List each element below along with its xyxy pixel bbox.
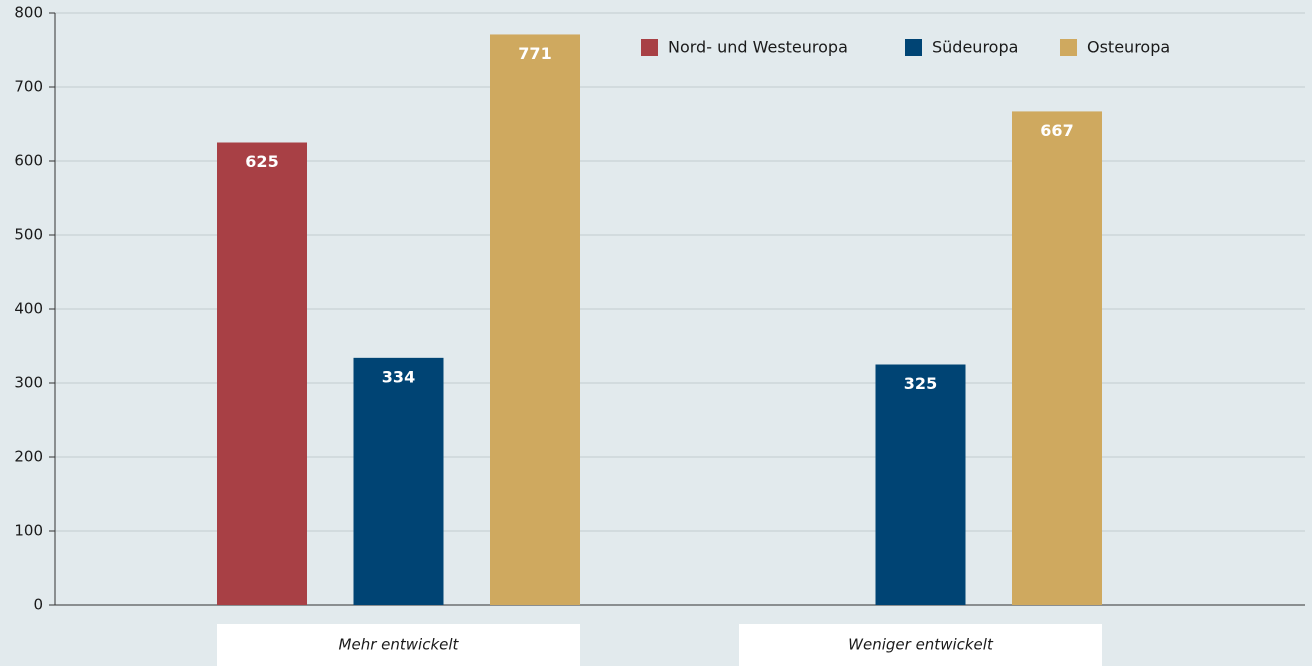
y-tick-label: 400 bbox=[14, 300, 43, 318]
legend-swatch bbox=[905, 39, 922, 56]
value-label: 771 bbox=[518, 44, 551, 63]
category-box bbox=[739, 624, 1102, 666]
y-tick-label: 200 bbox=[14, 448, 43, 466]
legend-swatch bbox=[1060, 39, 1077, 56]
x-tick-label: Mehr entwickelt bbox=[339, 636, 460, 654]
bar bbox=[353, 357, 444, 605]
y-tick-label: 100 bbox=[14, 522, 43, 540]
y-tick-label: 300 bbox=[14, 374, 43, 392]
legend-label: Nord- und Westeuropa bbox=[668, 38, 848, 57]
value-label: 625 bbox=[245, 152, 278, 171]
y-tick-label: 600 bbox=[14, 152, 43, 170]
y-tick-label: 800 bbox=[14, 4, 43, 22]
y-tick-label: 0 bbox=[33, 596, 43, 614]
category-box bbox=[217, 624, 580, 666]
y-tick-label: 500 bbox=[14, 226, 43, 244]
legend-swatch bbox=[641, 39, 658, 56]
bar bbox=[490, 34, 580, 605]
legend-label: Südeuropa bbox=[932, 38, 1018, 57]
value-label: 667 bbox=[1040, 121, 1073, 140]
legend-label: Osteuropa bbox=[1087, 38, 1170, 57]
value-label: 334 bbox=[382, 367, 415, 386]
bar bbox=[217, 142, 307, 605]
y-tick-label: 700 bbox=[14, 78, 43, 96]
bar bbox=[875, 364, 966, 605]
bar bbox=[1012, 111, 1102, 606]
x-tick-label: Weniger entwickelt bbox=[848, 636, 994, 654]
value-label: 325 bbox=[904, 374, 937, 393]
